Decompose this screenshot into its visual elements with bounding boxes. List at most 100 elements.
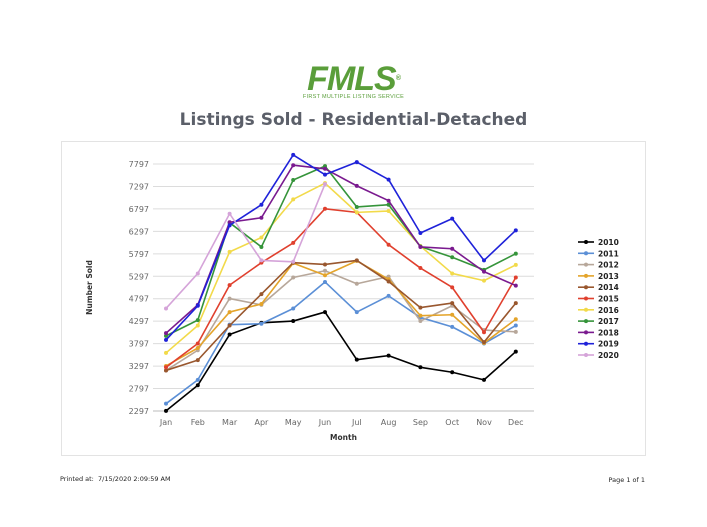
legend-label-2011: 2011 — [598, 249, 619, 258]
data-point-2018 — [450, 246, 455, 251]
data-point-2019 — [291, 152, 296, 157]
legend-label-2014: 2014 — [598, 283, 619, 292]
data-point-2011 — [450, 324, 455, 329]
x-tick-label: Aug — [381, 418, 397, 427]
y-tick-label: 7297 — [129, 182, 149, 191]
series-line-2014 — [165, 259, 517, 372]
series-line-2018 — [165, 164, 517, 334]
data-point-2019 — [259, 202, 264, 207]
data-point-2017 — [386, 202, 391, 207]
legend-label-2020: 2020 — [598, 351, 619, 360]
x-tick-label: Jul — [351, 418, 362, 427]
y-tick-label: 4297 — [129, 317, 149, 326]
legend-label-2018: 2018 — [598, 328, 619, 337]
legend-marker-2016 — [584, 307, 588, 312]
legend-label-2012: 2012 — [598, 261, 619, 270]
data-point-2015 — [227, 283, 232, 288]
legend-marker-2018 — [584, 330, 588, 335]
legend-label-2013: 2013 — [598, 272, 619, 281]
y-tick-label: 3297 — [129, 362, 149, 371]
legend-label-2016: 2016 — [598, 306, 619, 315]
data-point-2019 — [195, 303, 200, 308]
data-point-2017 — [450, 255, 455, 260]
data-point-2020 — [323, 182, 327, 187]
logo-subtitle: FIRST MULTIPLE LISTING SERVICE — [302, 94, 405, 100]
chart-title: Listings Sold - Residential-Detached — [179, 110, 528, 130]
data-point-2015 — [450, 285, 455, 290]
data-point-2013 — [195, 345, 200, 350]
series-line-2010 — [165, 311, 517, 412]
data-point-2016 — [354, 210, 359, 215]
x-axis-title: Month — [330, 433, 357, 442]
legend-label-2015: 2015 — [598, 295, 619, 304]
data-point-2011 — [513, 323, 518, 328]
data-point-2013 — [418, 313, 423, 318]
data-point-2010 — [195, 383, 200, 388]
series-line-2015 — [165, 207, 517, 368]
logo-registered: ® — [395, 75, 401, 82]
y-tick-label: 2297 — [129, 407, 149, 416]
data-point-2016 — [386, 209, 391, 214]
data-point-2011 — [195, 377, 200, 382]
data-point-2017 — [291, 178, 296, 183]
data-point-2018 — [227, 220, 232, 225]
y-tick-label: 5797 — [129, 250, 149, 259]
data-point-2018 — [482, 269, 486, 274]
data-point-2013 — [323, 273, 327, 278]
logo-text: FMLS — [307, 60, 397, 98]
data-point-2014 — [450, 301, 455, 306]
legend-label-2019: 2019 — [598, 340, 619, 349]
data-point-2019 — [386, 177, 391, 182]
x-tick-label: Mar — [222, 418, 238, 427]
data-point-2012 — [227, 296, 232, 301]
data-point-2020 — [227, 211, 232, 216]
data-point-2019 — [482, 258, 486, 263]
x-tick-label: Feb — [191, 418, 205, 427]
data-point-2012 — [323, 268, 327, 273]
data-point-2013 — [259, 301, 264, 306]
data-point-2016 — [164, 350, 168, 355]
x-tick-label: Jan — [159, 418, 172, 427]
data-point-2013 — [513, 317, 518, 322]
data-point-2010 — [450, 370, 455, 375]
legend-label-2010: 2010 — [598, 238, 619, 247]
x-tick-label: Sep — [413, 418, 428, 427]
series-line-2011 — [165, 281, 517, 405]
printed-label: Printed at: — [60, 475, 94, 483]
legend-marker-2013 — [584, 273, 588, 278]
series-line-2020 — [165, 183, 326, 310]
data-point-2017 — [259, 244, 264, 249]
x-tick-label: May — [285, 418, 302, 427]
y-tick-label: 2797 — [129, 385, 149, 394]
data-point-2016 — [450, 271, 455, 276]
logo-mark: FMLS® — [307, 62, 401, 96]
chart-container — [61, 141, 646, 456]
data-point-2011 — [323, 279, 327, 284]
data-point-2011 — [386, 293, 391, 298]
y-tick-label: 5297 — [129, 272, 149, 281]
printed-value: 7/15/2020 2:09:59 AM — [98, 475, 171, 483]
data-point-2018 — [259, 215, 264, 220]
data-point-2020 — [195, 271, 200, 276]
data-point-2010 — [227, 332, 232, 337]
legend-marker-2019 — [584, 341, 588, 346]
y-axis-title: Number Sold — [85, 260, 94, 315]
data-point-2018 — [513, 283, 518, 288]
x-tick-label: Jun — [318, 418, 332, 427]
legend-marker-2011 — [584, 251, 588, 256]
data-point-2015 — [195, 341, 200, 346]
fmls-logo: FMLS® FIRST MULTIPLE LISTING SERVICE — [0, 62, 707, 100]
series-line-2012 — [165, 269, 516, 372]
data-point-2013 — [227, 310, 232, 315]
data-point-2019 — [323, 172, 327, 177]
data-point-2017 — [354, 204, 359, 209]
data-point-2010 — [482, 377, 486, 382]
data-point-2020 — [291, 259, 296, 264]
legend-marker-2012 — [584, 262, 588, 267]
x-tick-label: Apr — [254, 418, 269, 427]
data-point-2014 — [513, 301, 518, 306]
legend-label-2017: 2017 — [598, 317, 619, 326]
data-point-2011 — [259, 321, 264, 326]
data-point-2018 — [386, 198, 391, 203]
legend-marker-2017 — [584, 319, 588, 324]
